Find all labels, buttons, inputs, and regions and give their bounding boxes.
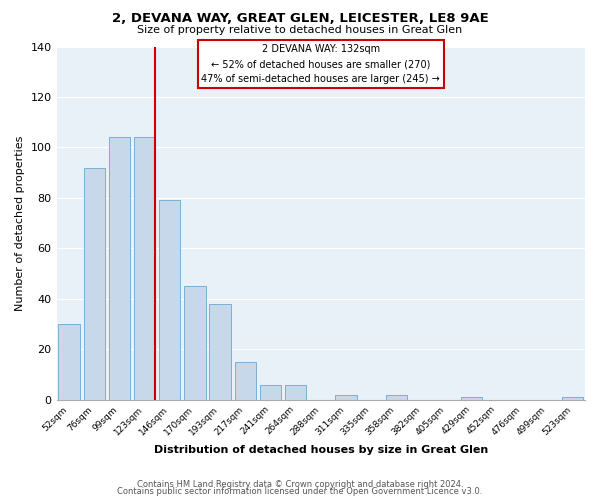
Bar	[562, 397, 583, 400]
Text: Size of property relative to detached houses in Great Glen: Size of property relative to detached ho…	[137, 25, 463, 35]
Bar	[335, 394, 356, 400]
Bar	[461, 397, 482, 400]
Bar	[159, 200, 181, 400]
Text: 2, DEVANA WAY, GREAT GLEN, LEICESTER, LE8 9AE: 2, DEVANA WAY, GREAT GLEN, LEICESTER, LE…	[112, 12, 488, 26]
Bar	[260, 384, 281, 400]
Bar	[285, 384, 307, 400]
Bar	[184, 286, 206, 400]
Bar	[235, 362, 256, 400]
X-axis label: Distribution of detached houses by size in Great Glen: Distribution of detached houses by size …	[154, 445, 488, 455]
Bar	[209, 304, 231, 400]
Bar	[386, 394, 407, 400]
Bar	[134, 138, 155, 400]
Text: Contains public sector information licensed under the Open Government Licence v3: Contains public sector information licen…	[118, 488, 482, 496]
Text: Contains HM Land Registry data © Crown copyright and database right 2024.: Contains HM Land Registry data © Crown c…	[137, 480, 463, 489]
Bar	[83, 168, 105, 400]
Bar	[109, 138, 130, 400]
Text: 2 DEVANA WAY: 132sqm
← 52% of detached houses are smaller (270)
47% of semi-deta: 2 DEVANA WAY: 132sqm ← 52% of detached h…	[202, 44, 440, 84]
Bar	[58, 324, 80, 400]
Y-axis label: Number of detached properties: Number of detached properties	[15, 136, 25, 311]
